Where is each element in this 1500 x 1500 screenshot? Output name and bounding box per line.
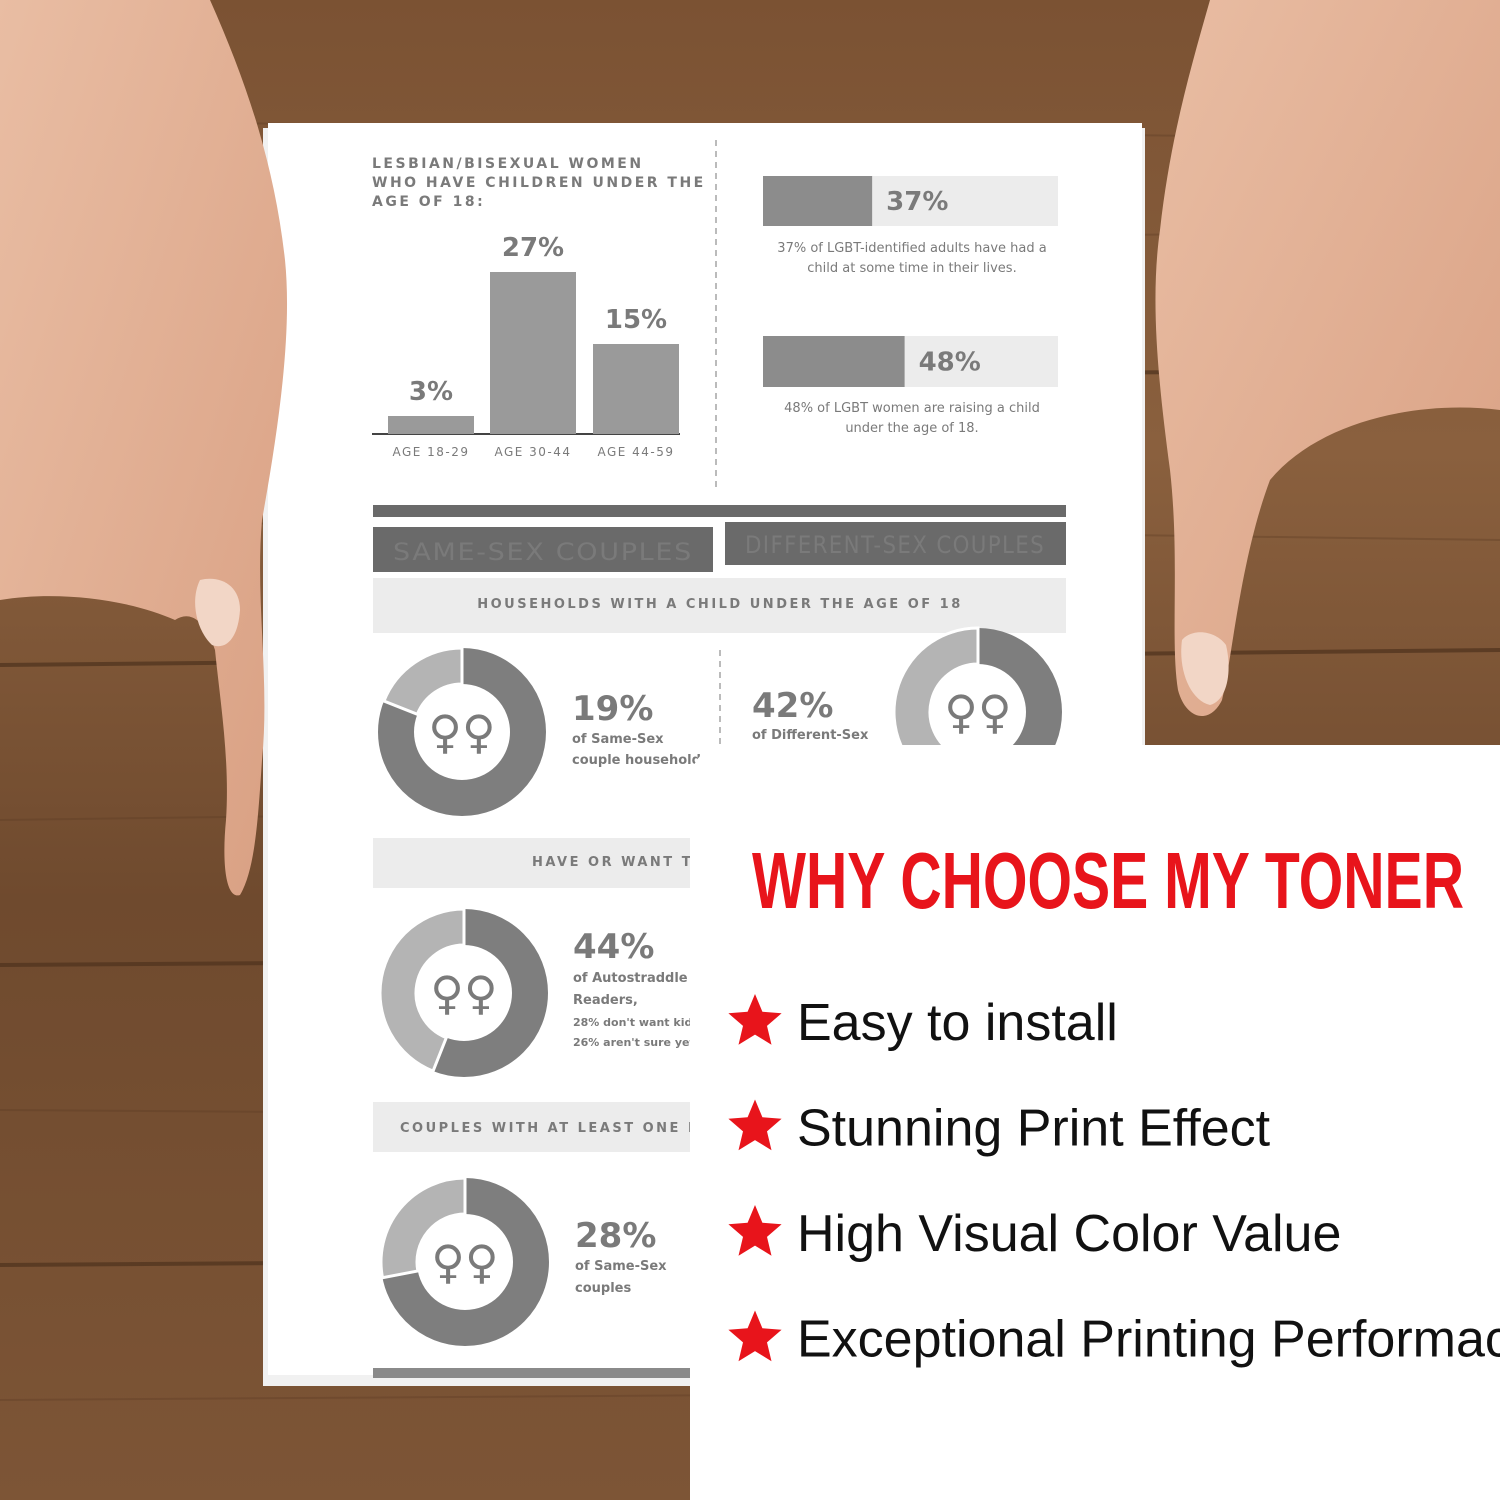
donut-icon: ♀♀ <box>428 705 495 759</box>
stripe <box>373 1368 733 1378</box>
donut-caption: couples <box>575 1281 631 1296</box>
donut-caption: of Different-Sex <box>752 728 869 743</box>
feature-card <box>690 745 1500 1500</box>
stat-bar <box>763 176 873 226</box>
bullet-star <box>728 1205 782 1256</box>
donut-icon: ♀♀ <box>431 1235 498 1289</box>
column-header: SAME-SEX COUPLES <box>393 538 693 566</box>
donut-value-label: 19% <box>572 689 653 729</box>
donut-caption: of Autostraddle <box>573 971 688 986</box>
donut-value-label: 42% <box>752 686 833 726</box>
section-band <box>373 838 733 888</box>
heading-line: AGE OF 18: <box>372 194 485 210</box>
donut-caption: couple households <box>572 753 709 768</box>
donut-caption: of Same-Sex <box>575 1259 667 1274</box>
donut-segment <box>381 646 464 717</box>
card-title: WHY CHOOSE MY TONER <box>752 836 1464 925</box>
section-band <box>373 578 1066 633</box>
stat-value-label: 48% <box>919 348 981 378</box>
section-label: HOUSEHOLDS WITH A CHILD UNDER THE AGE OF… <box>477 597 963 612</box>
column-header: DIFFERENT-SEX COUPLES <box>745 531 1045 559</box>
section-label: COUPLES WITH AT LEAST ONE M <box>400 1121 703 1136</box>
left-hand <box>0 0 288 896</box>
column-header-bg <box>725 522 1066 565</box>
stat-caption: child at some time in their lives. <box>807 261 1016 276</box>
bar <box>388 416 474 434</box>
bullet-star <box>728 994 782 1045</box>
infographic: LESBIAN/BISEXUAL WOMEN WHO HAVE CHILDREN … <box>372 140 1066 1378</box>
stat-bar <box>763 336 905 387</box>
bar <box>593 344 679 434</box>
bar-category-label: AGE 30-44 <box>494 445 571 459</box>
donut-caption: of Same-Sex <box>572 732 664 747</box>
bar <box>490 272 576 434</box>
heading-line: LESBIAN/BISEXUAL WOMEN <box>372 156 644 172</box>
card-content: WHY CHOOSE MY TONER Easy to install Stunn… <box>728 836 1500 1369</box>
right-hand <box>1155 0 1500 717</box>
stat-value-label: 37% <box>886 187 948 217</box>
feature-text: Stunning Print Effect <box>797 1100 1271 1158</box>
bar-category-label: AGE 44-59 <box>597 445 674 459</box>
stat-caption: 48% of LGBT women are raising a child <box>784 401 1040 416</box>
feature-text: High Visual Color Value <box>797 1205 1341 1263</box>
feature-text: Exceptional Printing Performace <box>797 1311 1500 1369</box>
stat-caption: 37% of LGBT-identified adults have had a <box>777 241 1046 256</box>
heading-line: WHO HAVE CHILDREN UNDER THE <box>372 175 706 191</box>
feature-text: Easy to install <box>797 994 1118 1052</box>
section-band <box>373 1102 733 1152</box>
donut-caption: 26% aren't sure yet <box>573 1036 695 1049</box>
section-label: HAVE OR WANT T <box>532 855 693 870</box>
stripe <box>373 505 1066 517</box>
donut-icon: ♀♀ <box>944 685 1011 739</box>
donut-value-label: 28% <box>575 1216 656 1256</box>
donut-caption: Readers, <box>573 993 638 1008</box>
bullet-star <box>728 1310 782 1362</box>
donut-value-label: 44% <box>573 927 654 967</box>
bar-value-label: 3% <box>409 377 453 407</box>
bar-value-label: 15% <box>605 305 667 335</box>
donut-icon: ♀♀ <box>430 966 497 1020</box>
donut-segment <box>379 1176 467 1280</box>
stat-caption: under the age of 18. <box>845 421 978 436</box>
bar-category-label: AGE 18-29 <box>392 445 469 459</box>
donut-segment <box>378 907 466 1074</box>
donut-caption: 28% don't want kids <box>573 1016 699 1029</box>
bullet-star <box>728 1099 782 1151</box>
column-header-bg <box>373 527 713 572</box>
bar-value-label: 27% <box>502 233 564 263</box>
